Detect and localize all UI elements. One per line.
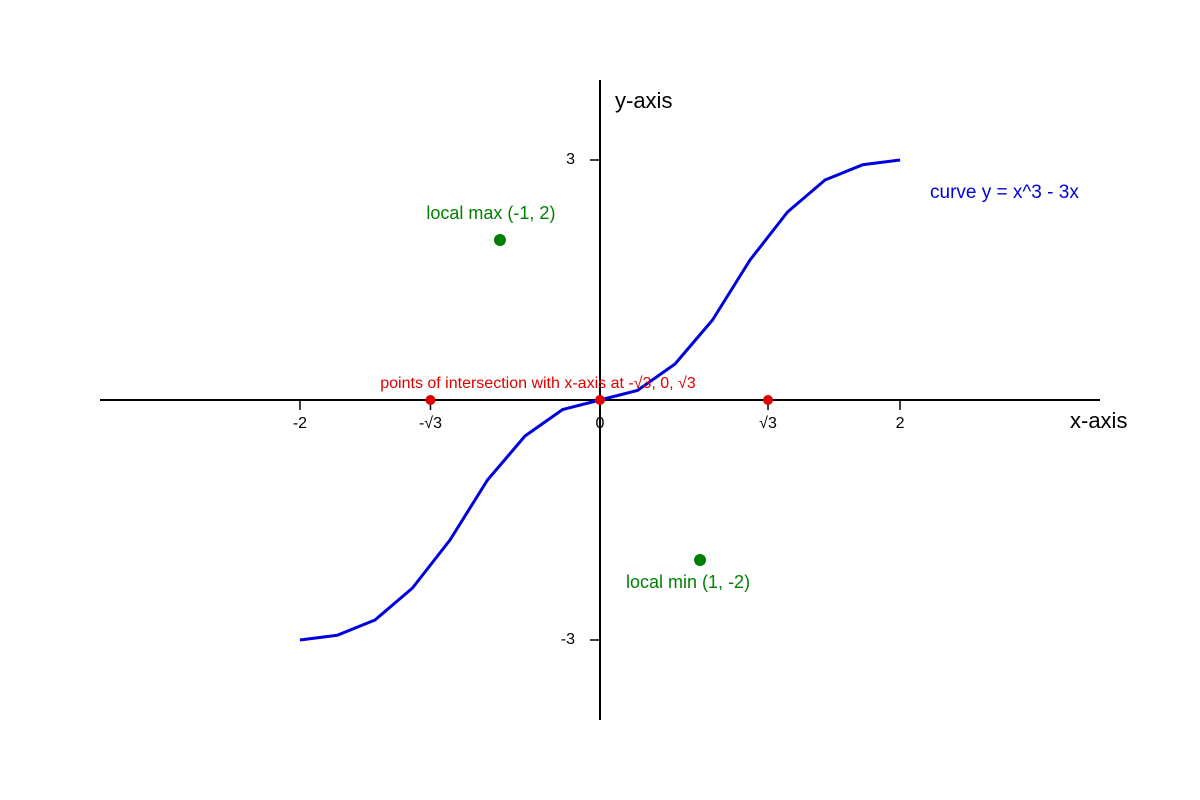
x-axis-label: x-axis bbox=[1070, 408, 1127, 433]
y-tick-label: -3 bbox=[561, 631, 575, 648]
extremum-point bbox=[493, 234, 506, 246]
intersection-point bbox=[425, 395, 436, 405]
intersection-label: points of intersection with x-axis at -√… bbox=[380, 375, 696, 392]
y-tick-label: 3 bbox=[566, 151, 575, 168]
intersection-point bbox=[763, 395, 774, 405]
x-tick-label: -√3 bbox=[419, 415, 442, 432]
extremum-point bbox=[694, 554, 707, 566]
y-axis-label: y-axis bbox=[615, 88, 672, 113]
x-tick-label: 2 bbox=[896, 415, 905, 432]
x-tick-label: √3 bbox=[759, 415, 777, 432]
curve-label: curve y = x^3 - 3x bbox=[930, 182, 1079, 203]
intersection-point bbox=[595, 395, 605, 405]
x-tick-label: 0 bbox=[596, 415, 605, 432]
extremum-label: local min (1, -2) bbox=[626, 572, 750, 592]
x-tick-label: -2 bbox=[293, 415, 307, 432]
extremum-label: local max (-1, 2) bbox=[426, 203, 555, 223]
